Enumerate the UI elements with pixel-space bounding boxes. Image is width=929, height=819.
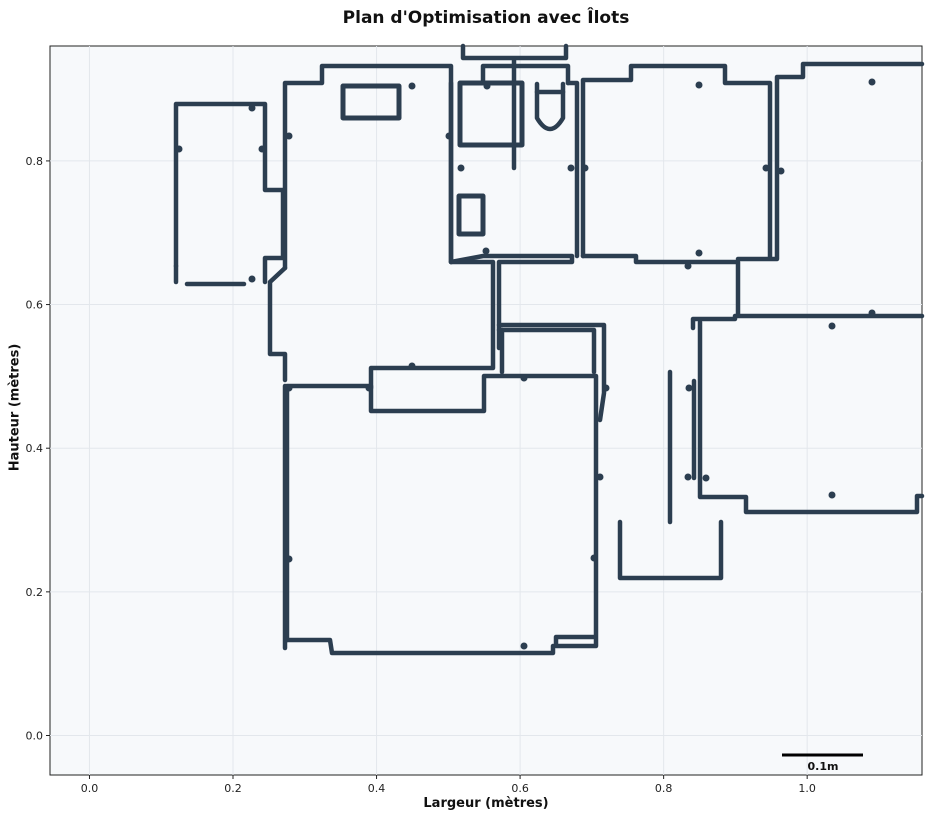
door-marker	[596, 473, 604, 481]
door-marker	[684, 473, 692, 481]
wall	[284, 637, 556, 656]
x-tick-label: 0.4	[368, 782, 386, 795]
y-tick-label: 0.2	[26, 586, 44, 599]
door-marker	[175, 145, 183, 153]
x-axis-label: Largeur (mètres)	[423, 796, 549, 811]
door-marker	[520, 642, 528, 650]
door-marker	[567, 164, 575, 172]
y-axis-ticks: 0.0 0.2 0.4 0.6 0.8	[26, 155, 50, 742]
door-marker	[602, 384, 610, 392]
scale-bar-label: 0.1m	[808, 760, 839, 773]
wall	[496, 322, 607, 423]
door-marker	[581, 164, 589, 172]
wall	[284, 373, 599, 649]
door-marker	[868, 78, 876, 86]
door-marker	[482, 247, 490, 255]
door-marker	[365, 384, 373, 392]
door-marker	[520, 374, 528, 382]
door-marker	[248, 104, 256, 112]
door-marker	[695, 249, 703, 257]
walls	[173, 43, 925, 656]
y-tick-label: 0.8	[26, 155, 44, 168]
y-axis-label: Hauteur (mètres)	[7, 343, 23, 472]
wall	[173, 101, 286, 285]
wall	[496, 327, 597, 375]
door-marker	[408, 82, 416, 90]
y-tick-label: 0.4	[26, 442, 44, 455]
wall	[448, 253, 575, 351]
door-marker	[695, 81, 703, 89]
door-marker	[445, 132, 453, 140]
door-marker	[828, 322, 836, 330]
door-marker	[868, 309, 876, 317]
door-marker	[258, 145, 266, 153]
wall	[580, 253, 741, 318]
door-marker	[285, 384, 293, 392]
door-marker	[285, 555, 293, 563]
wall	[565, 80, 580, 259]
wall	[617, 519, 724, 581]
wall	[480, 63, 571, 86]
x-tick-label: 0.8	[655, 782, 673, 795]
fixture-small	[456, 193, 486, 237]
wall	[697, 319, 925, 515]
wall	[735, 61, 925, 262]
x-axis-ticks: 0.0 0.2 0.4 0.6 0.8 1.0	[81, 775, 816, 795]
door-marker	[408, 362, 416, 370]
door-marker	[248, 275, 256, 283]
fixture-bathtub	[340, 83, 402, 121]
chart-title: Plan d'Optimisation avec Îlots	[342, 8, 630, 28]
door-marker	[762, 164, 770, 172]
y-tick-label: 0.0	[26, 729, 44, 742]
door-marker	[828, 491, 836, 499]
door-marker	[483, 82, 491, 90]
door-marker	[285, 132, 293, 140]
x-tick-label: 0.2	[224, 782, 242, 795]
fixture-toilet	[534, 81, 566, 132]
fixture-sink	[457, 80, 525, 148]
x-tick-label: 0.6	[511, 782, 529, 795]
door-marker	[685, 384, 693, 392]
x-tick-label: 1.0	[798, 782, 816, 795]
door-marker	[702, 474, 710, 482]
wall	[580, 63, 773, 261]
y-tick-label: 0.6	[26, 299, 44, 312]
door-marker	[457, 164, 465, 172]
wall	[690, 313, 925, 331]
door-markers	[175, 78, 876, 650]
door-marker	[777, 167, 785, 175]
door-marker	[684, 262, 692, 270]
x-tick-label: 0.0	[81, 782, 99, 795]
door-marker	[590, 554, 598, 562]
wall	[267, 265, 288, 383]
